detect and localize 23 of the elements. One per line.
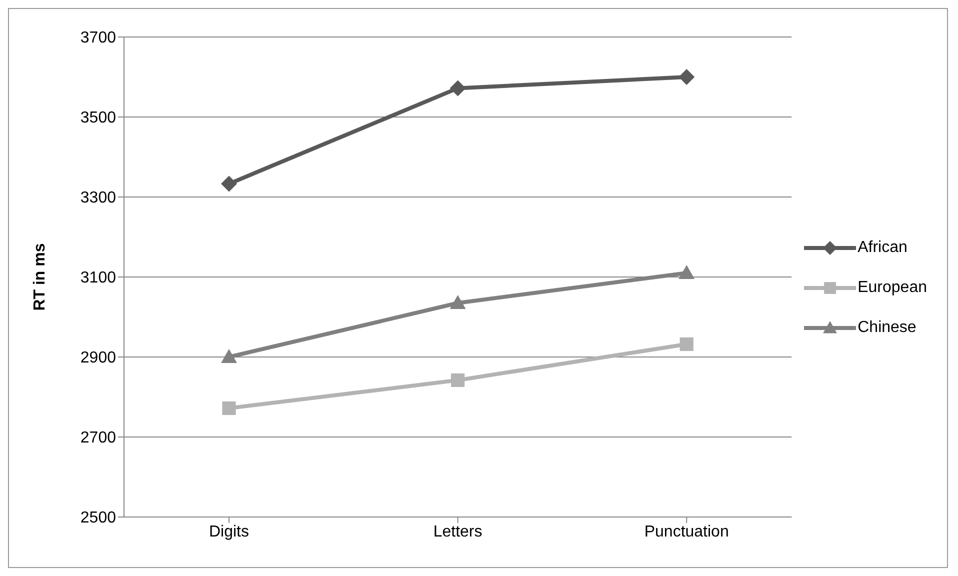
x-tick-label: Letters — [433, 523, 482, 540]
legend-label: European — [858, 279, 927, 297]
y-tick-label: 2900 — [80, 350, 116, 367]
x-tick-label: Digits — [208, 523, 250, 540]
y-tick-label: 3700 — [80, 30, 116, 47]
y-tick-label: 2700 — [80, 430, 116, 447]
point — [222, 401, 236, 415]
point — [450, 80, 466, 96]
point — [678, 265, 695, 279]
point — [450, 295, 466, 309]
point — [680, 337, 694, 351]
y-axis-title: RT in ms — [32, 243, 49, 311]
point — [221, 349, 237, 363]
y-tick-label: 2500 — [80, 510, 116, 527]
legend-label: African — [858, 239, 908, 257]
point — [678, 69, 695, 85]
point — [451, 373, 465, 387]
y-tick-label: 3100 — [80, 270, 116, 287]
y-tick-label: 3500 — [80, 110, 116, 127]
point — [221, 176, 237, 192]
y-tick-label: 3300 — [80, 190, 116, 207]
legend-label: Chinese — [858, 319, 916, 337]
x-tick-label: Punctuation — [644, 523, 729, 540]
